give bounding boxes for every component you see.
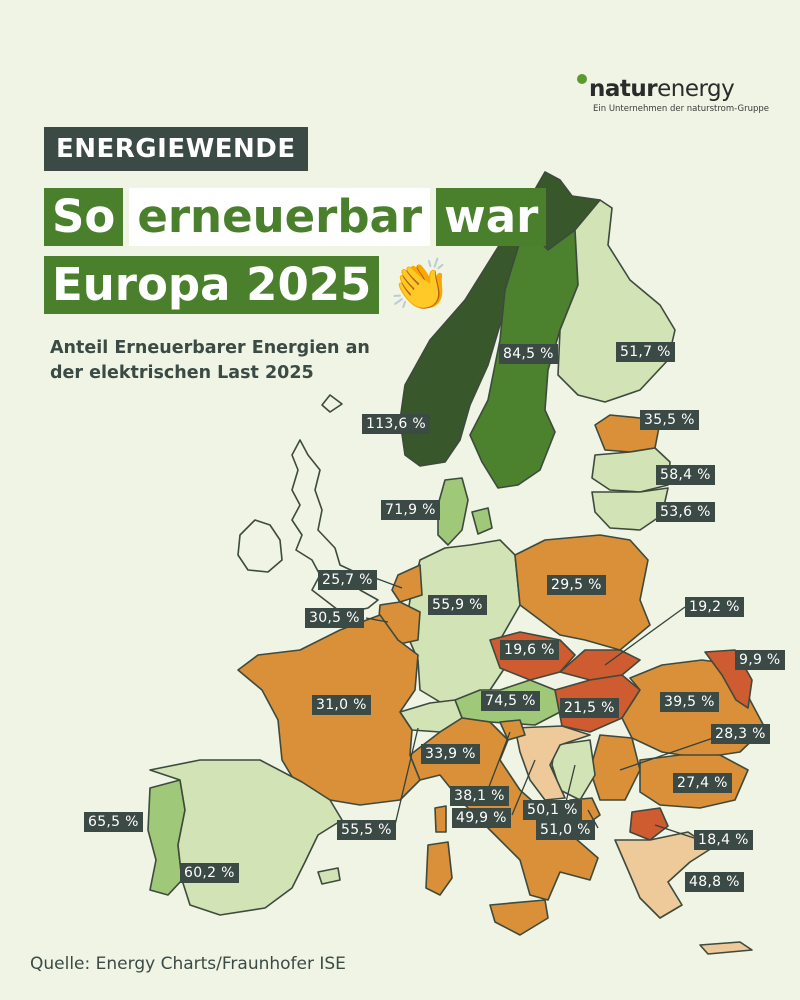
logo-dot-icon [577,74,587,84]
label-croatia: 49,9 % [452,808,511,828]
label-portugal: 65,5 % [84,812,143,832]
label-norway: 113,6 % [362,414,430,434]
label-lithuania: 53,6 % [656,502,715,522]
label-italy: 33,9 % [421,744,480,764]
leader-bosnia [564,764,576,807]
label-slovenia: 38,1 % [450,786,509,806]
logo-name-rest: energy [657,76,735,102]
leader-croatia [511,759,536,816]
label-north-macedonia: 18,4 % [694,830,753,850]
label-austria: 74,5 % [481,691,540,711]
label-greece: 48,8 % [685,872,744,892]
label-latvia: 58,4 % [656,465,715,485]
source-note: Quelle: Energy Charts/Fraunhofer ISE [30,954,346,974]
leader-serbia [619,734,723,771]
label-serbia: 28,3 % [711,724,770,744]
label-romania: 39,5 % [660,692,719,712]
label-denmark: 71,9 % [381,500,440,520]
label-spain: 60,2 % [180,863,239,883]
clapping-hands-icon: 👏 [389,256,452,314]
label-moldova: 9,9 % [735,650,785,670]
title-word-erneuerbar: erneuerbar [129,188,431,246]
region-balearic [317,867,341,885]
region-corsica [434,805,447,833]
iceland-outline [321,394,343,413]
leader-netherlands [374,577,403,589]
region-slovenia [499,719,526,741]
title-word-war: war [436,188,547,246]
region-netherlands [391,564,423,603]
label-poland: 29,5 % [547,575,606,595]
region-crete [699,941,753,955]
title-word-so: So [44,188,124,246]
subtitle: Anteil Erneuerbarer Energien an der elek… [50,338,370,383]
region-lithuania [591,487,669,531]
label-belgium: 30,5 % [305,608,364,628]
leader-belgium [365,617,389,623]
label-france: 31,0 % [312,695,371,715]
leader-slovakia [604,606,686,666]
label-montenegro: 51,0 % [536,820,595,840]
region-serbia [589,734,641,801]
region-north-macedonia [629,807,669,841]
region-germany [404,539,521,703]
kicker-badge: ENERGIEWENDE [44,127,308,171]
label-netherlands: 25,7 % [318,570,377,590]
title-line-1: So erneuerbar war [44,188,552,246]
region-croatia [514,725,591,801]
region-greece [614,831,713,919]
logo-tagline: Ein Unternehmen der naturstrom-Gruppe [593,104,769,114]
region-denmark [437,477,469,546]
label-bosnia: 50,1 % [523,800,582,820]
region-latvia [591,447,671,493]
label-switzerland: 55,5 % [337,820,396,840]
label-bulgaria: 27,4 % [673,773,732,793]
leader-slovenia [486,731,511,793]
naturenergy-logo: naturenergy Ein Unternehmen der naturstr… [577,74,777,114]
leader-montenegro [587,809,599,829]
logo-name-bold: natur [589,76,658,102]
label-czechia: 19,6 % [500,640,559,660]
region-sicily [489,899,549,936]
label-germany: 55,9 % [428,595,487,615]
ireland-outline [237,519,283,573]
region-sardinia [425,841,453,896]
label-sweden: 84,5 % [499,344,558,364]
region-denmark-island [471,507,493,535]
label-slovakia: 19,2 % [685,597,744,617]
region-finland [557,199,676,403]
leader-switzerland [394,727,419,826]
title-europa-2025: Europa 2025 [44,256,380,314]
label-estonia: 35,5 % [640,410,699,430]
title-line-2: Europa 2025 👏 [44,256,452,314]
leader-north-macedonia [654,824,695,839]
label-finland: 51,7 % [616,342,675,362]
label-hungary: 21,5 % [560,698,619,718]
